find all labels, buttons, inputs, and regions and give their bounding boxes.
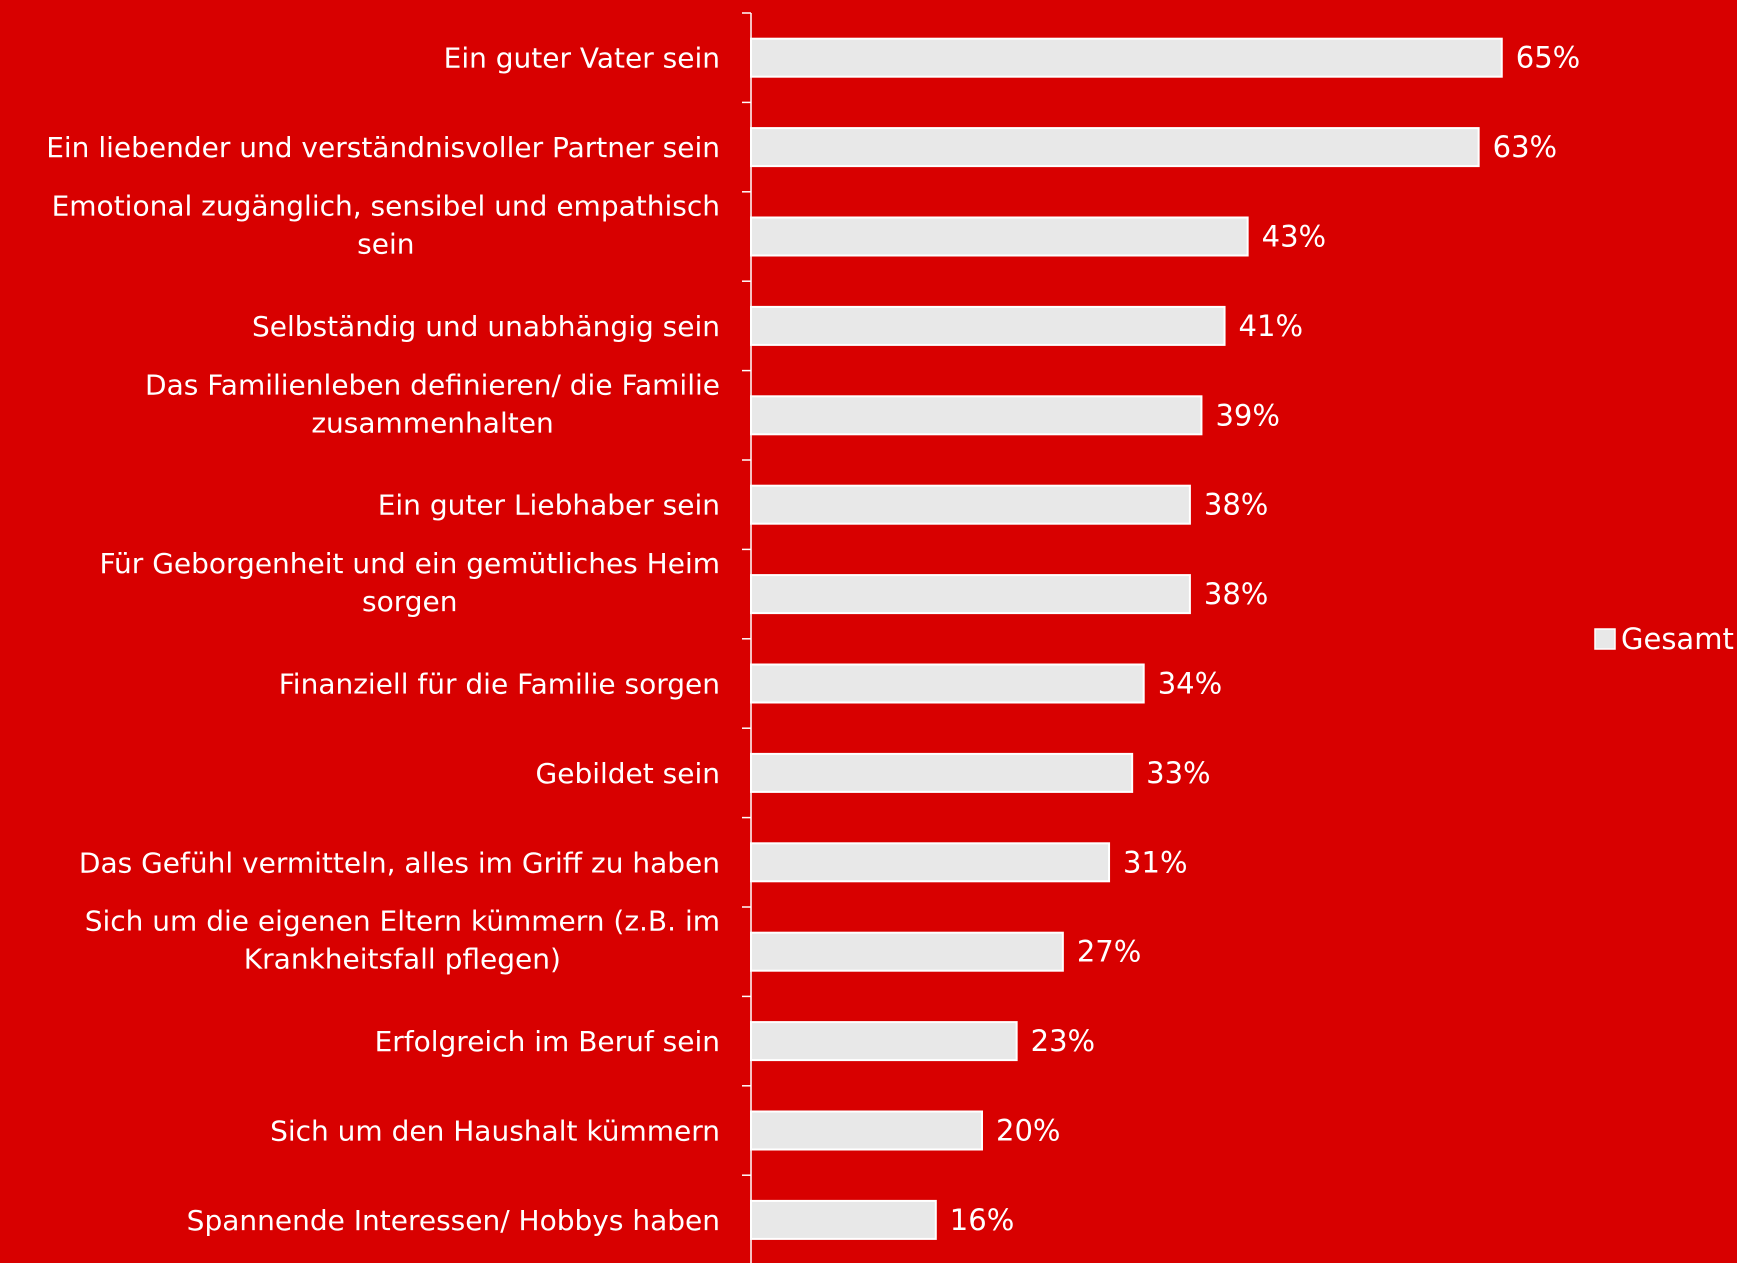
- bar: [750, 127, 1480, 168]
- value-label: 63%: [1493, 130, 1557, 164]
- legend-label: Gesamt: [1621, 622, 1734, 656]
- value-label: 65%: [1516, 41, 1580, 75]
- category-label: Spannende Interessen/ Hobbys haben: [187, 1204, 720, 1237]
- bar: [750, 1110, 983, 1151]
- bar: [750, 1021, 1018, 1062]
- category-label: Ein liebender und verständnisvoller Part…: [46, 131, 720, 164]
- value-label: 34%: [1158, 667, 1222, 701]
- value-label: 20%: [996, 1114, 1060, 1148]
- bar: [750, 305, 1226, 346]
- value-label: 38%: [1204, 577, 1268, 611]
- category-label: Erfolgreich im Beruf sein: [375, 1025, 720, 1058]
- category-label: Selbständig und unabhängig sein: [252, 310, 720, 343]
- value-label: 23%: [1031, 1024, 1095, 1058]
- category-label: Das Familienleben definieren/ die Famili…: [145, 368, 720, 401]
- value-label: 16%: [950, 1203, 1014, 1237]
- category-label: Krankheitsfall pflegen): [244, 943, 561, 976]
- category-label: sein: [357, 228, 414, 261]
- category-label: Das Gefühl vermitteln, alles im Griff zu…: [79, 846, 720, 879]
- value-label: 43%: [1262, 220, 1326, 254]
- bar: [750, 216, 1249, 257]
- category-label: zusammenhalten: [311, 406, 553, 439]
- value-labels: 65% 63% 43% 41% 39% 38% 38% 34% 33% 31% 27% 23% 20% 1…: [950, 41, 1580, 1237]
- category-axis: [742, 12, 752, 1263]
- bar: [750, 395, 1203, 436]
- bar: [750, 663, 1145, 704]
- bar: [750, 1199, 937, 1240]
- category-label: Sich um den Haushalt kümmern: [270, 1115, 720, 1148]
- category-label: Finanziell für die Familie sorgen: [279, 668, 720, 701]
- legend-swatch: [1594, 628, 1616, 650]
- bar: [750, 37, 1503, 78]
- value-label: 31%: [1123, 845, 1187, 879]
- bars: [750, 37, 1503, 1240]
- legend: Gesamt: [1594, 622, 1734, 656]
- category-labels: Ein guter Vater sein Ein liebender und ve…: [46, 42, 720, 1237]
- bar: [750, 752, 1134, 793]
- value-label: 33%: [1146, 756, 1210, 790]
- bar: [750, 484, 1191, 525]
- category-label: Sich um die eigenen Eltern kümmern (z.B.…: [85, 905, 720, 938]
- bar: [750, 931, 1064, 972]
- category-label: Ein guter Vater sein: [444, 42, 720, 75]
- value-label: 41%: [1239, 309, 1303, 343]
- category-label: Emotional zugänglich, sensibel und empat…: [52, 190, 720, 223]
- bar: [750, 574, 1191, 615]
- value-label: 39%: [1215, 398, 1279, 432]
- category-label: Gebildet sein: [536, 757, 720, 790]
- bar: [750, 842, 1111, 883]
- value-label: 27%: [1077, 935, 1141, 969]
- value-label: 38%: [1204, 488, 1268, 522]
- category-label: Für Geborgenheit und ein gemütliches Hei…: [99, 547, 720, 580]
- category-label: sorgen: [362, 585, 457, 618]
- category-label: Ein guter Liebhaber sein: [378, 489, 720, 522]
